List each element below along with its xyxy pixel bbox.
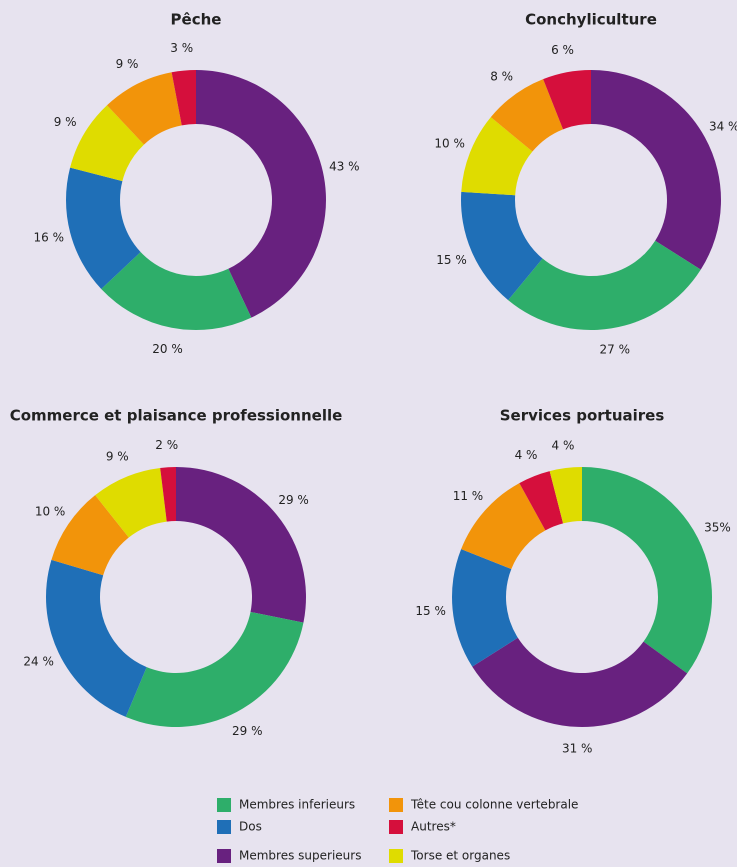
data-label: 43 % — [329, 159, 360, 173]
slice — [461, 483, 546, 570]
slice — [490, 79, 564, 152]
data-label: 29 % — [232, 724, 263, 738]
data-label: 27 % — [600, 343, 631, 357]
data-label: 4 % — [552, 439, 575, 453]
slice — [51, 495, 129, 576]
legend-label: Membres superieurs — [239, 849, 361, 863]
data-label: 15 % — [415, 604, 446, 618]
data-label: 10 % — [434, 137, 465, 151]
data-label: 10 % — [35, 504, 66, 518]
data-label: 20 % — [152, 342, 183, 356]
slice — [107, 72, 182, 145]
chart-title: Commerce et plaisance professionnelle — [10, 407, 343, 425]
slice — [549, 467, 582, 524]
slice — [591, 70, 721, 270]
data-label: 9 % — [106, 449, 129, 463]
slice — [125, 611, 304, 728]
legend-label: Torse et organes — [410, 849, 510, 863]
legend-label: Tête cou colonne vertebrale — [410, 798, 578, 812]
slice — [160, 467, 176, 522]
data-label: 6 % — [551, 43, 574, 57]
slice — [582, 467, 712, 674]
legend-swatch — [217, 798, 231, 812]
data-label: 9 % — [54, 115, 77, 129]
slice — [101, 252, 252, 330]
slice — [176, 467, 307, 623]
legend-swatch — [389, 798, 403, 812]
data-label: 9 % — [116, 57, 139, 71]
data-label: 4 % — [515, 448, 538, 462]
slice — [461, 191, 543, 301]
slice — [543, 70, 591, 130]
slice — [45, 559, 147, 717]
chart-title: Pêche — [171, 11, 222, 29]
data-label: 31 % — [562, 741, 593, 755]
slice — [451, 549, 518, 667]
data-label: 29 % — [278, 493, 309, 507]
data-label: 35% — [704, 520, 731, 534]
legend-swatch — [217, 820, 231, 834]
data-label: 16 % — [34, 230, 65, 244]
slice — [66, 167, 141, 289]
legend-label: Dos — [239, 820, 262, 834]
slice — [196, 70, 326, 318]
data-label: 2 % — [155, 438, 178, 452]
data-label: 24 % — [23, 655, 54, 669]
slice — [519, 471, 564, 531]
chart-title: Conchyliculture — [525, 11, 657, 29]
legend-swatch — [389, 820, 403, 834]
data-label: 8 % — [490, 70, 513, 84]
slice — [95, 467, 167, 538]
data-label: 11 % — [453, 489, 484, 503]
slice — [461, 117, 533, 196]
legend-swatch — [389, 849, 403, 863]
slice — [171, 70, 196, 126]
data-label: 34 % — [709, 119, 737, 133]
slice — [508, 240, 701, 330]
data-label: 15 % — [436, 253, 467, 267]
legend-label: Membres inferieurs — [239, 798, 355, 812]
legend-label: Autres* — [411, 820, 456, 834]
slice — [472, 637, 688, 727]
data-label: 3 % — [170, 41, 193, 55]
legend-swatch — [217, 849, 231, 863]
chart-title: Services portuaires — [500, 407, 665, 425]
slice — [70, 105, 144, 182]
